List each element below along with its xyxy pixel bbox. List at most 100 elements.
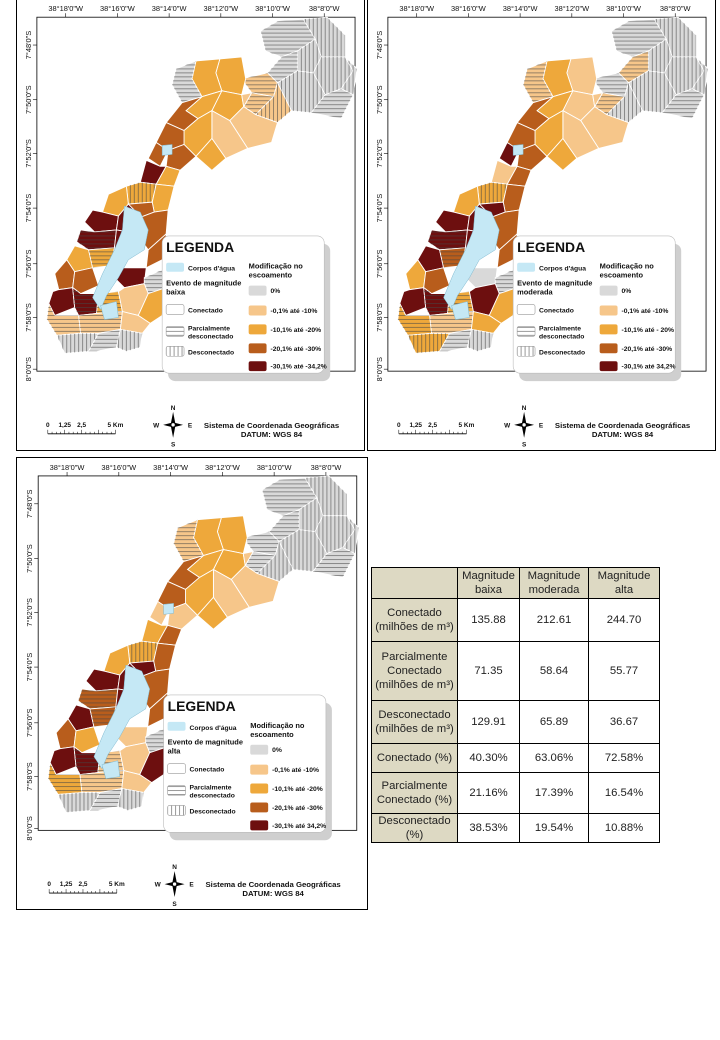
sub-basin	[494, 269, 518, 295]
water-body	[163, 603, 174, 615]
map-canvas: 38°18'0"W 38°16'0"W 38°14'0"W 38°12'0"W 38°1…	[375, 4, 709, 449]
sub-basin-hatch	[628, 70, 677, 113]
table-cell: 21.16%	[457, 772, 520, 814]
legend-class-swatch	[248, 324, 267, 335]
sub-basin	[423, 286, 451, 316]
water-body	[451, 301, 470, 320]
table-header-corner	[371, 567, 458, 599]
legend-class-label: -0,1% até -10%	[622, 308, 669, 315]
sub-basin	[195, 137, 227, 171]
water-body	[161, 144, 173, 156]
latitude-label: 7°48'0"S	[25, 489, 34, 518]
basin-map	[397, 16, 709, 354]
compass-s: S	[522, 442, 527, 449]
sub-basin	[196, 596, 228, 630]
table-cell: 19.54%	[519, 813, 589, 843]
table-cell: 10.88%	[588, 813, 660, 843]
row-label-conectado-percent: Conectado (%)	[371, 743, 458, 773]
table-cell: 16.54%	[588, 772, 660, 814]
datum-label: DATUM: WGS 84	[241, 430, 303, 439]
sub-basin	[125, 181, 157, 205]
legend: LEGENDA Corpos d'água Evento de magnitudem…	[512, 235, 682, 382]
scale-label: 0	[397, 422, 401, 429]
latitude-label: 7°52'0"S	[24, 139, 33, 168]
legend-class-label: -30,1% até -34,2%	[271, 364, 327, 371]
compass-s: S	[171, 442, 176, 449]
latitude-label: 7°58'0"S	[24, 303, 33, 332]
table-cell: 58.64	[519, 641, 589, 701]
legend-event-line2: baixa	[166, 288, 186, 297]
map-panel-moderate-magnitude: 38°18'0"W 38°16'0"W 38°14'0"W 38°12'0"W 38°1…	[367, 0, 716, 451]
legend-connected-swatch	[516, 304, 536, 315]
coordinate-system-label: Sistema de Coordenada Geográficas	[555, 421, 690, 430]
map-panel-low-magnitude: 38°18'0"W 38°16'0"W 38°14'0"W 38°12'0"W 38°1…	[16, 0, 365, 451]
legend-event-line1: Evento de magnitude	[166, 279, 241, 288]
sub-basin	[312, 547, 356, 578]
legend-modification-line1: Modificação no	[600, 262, 655, 271]
legend-class-swatch	[248, 343, 267, 354]
compass-n: N	[522, 405, 527, 412]
legend-class-swatch	[248, 361, 267, 372]
sub-basin	[522, 60, 554, 104]
sub-basin-hatch	[117, 788, 144, 811]
longitude-label: 38°18'0"W	[48, 4, 83, 13]
sub-basin	[260, 18, 316, 58]
sub-basin	[661, 88, 705, 120]
sub-basin-hatch	[56, 333, 99, 354]
sub-basin	[278, 529, 328, 572]
scale-label: 5 Km	[108, 422, 124, 429]
legend-class-swatch	[250, 802, 269, 813]
legend-modification-line2: escoamento	[249, 271, 293, 280]
table-header-row: Magnitude baixa Magnitude moderada Magni…	[371, 567, 660, 599]
latitude-label: 7°56'0"S	[375, 249, 384, 278]
legend-class-label: 0%	[272, 747, 282, 754]
legend-partial-swatch	[167, 785, 186, 796]
table-cell: 72.58%	[588, 743, 660, 773]
legend-class-label: -30,1% até 34,2%	[622, 364, 676, 371]
sub-basin	[165, 143, 197, 171]
scale-label: 5 Km	[459, 422, 475, 429]
compass-icon: N S E W	[155, 864, 195, 908]
sub-basin	[115, 328, 143, 352]
legend-box	[163, 694, 327, 833]
sub-basin-hatch	[342, 515, 359, 554]
water-body	[93, 664, 150, 770]
legend-box	[161, 235, 325, 374]
sub-basin-hatch	[262, 477, 317, 516]
water-body	[92, 205, 149, 311]
sub-basin-hatch	[46, 303, 81, 336]
sub-basin-hatch	[172, 60, 202, 103]
longitude-label: 38°12'0"W	[554, 4, 589, 13]
legend-class-label: -20,1% até -30%	[272, 805, 323, 812]
table-cell: 17.39%	[519, 772, 589, 814]
scale-label: 1,25	[409, 422, 422, 429]
coordinate-system-label: Sistema de Coordenada Geográficas	[204, 421, 339, 430]
sub-basin-hatch	[341, 56, 358, 95]
latitude-label: 7°52'0"S	[25, 598, 34, 627]
legend-modification-line1: Modificação no	[250, 721, 305, 730]
basin-map	[47, 475, 360, 813]
map-canvas: 38°18'0"W 38°16'0"W 38°14'0"W 38°12'0"W 38°1…	[24, 4, 358, 449]
sub-basin	[476, 181, 508, 205]
legend-class-label: -0,1% até -10%	[271, 308, 318, 315]
legend-partial-line2: desconectado	[190, 792, 235, 799]
sub-basin	[546, 137, 578, 171]
longitude-label: 38°16'0"W	[451, 4, 486, 13]
sub-basin-hatch	[312, 547, 355, 578]
sub-basin-hatch	[72, 287, 99, 316]
legend-partial-swatch	[516, 326, 536, 337]
sub-basin-hatch	[439, 329, 472, 352]
sub-basin-hatch	[303, 17, 346, 57]
table-header-magnitude-baixa: Magnitude baixa	[457, 567, 520, 599]
sub-basin-hatch	[48, 762, 82, 795]
sub-basin	[611, 18, 667, 58]
latitude-label: 7°52'0"S	[375, 139, 384, 168]
compass-e: E	[188, 422, 193, 429]
basin-map	[46, 16, 358, 354]
row-label-conectado-volume: Conectado (milhões de m³)	[371, 598, 458, 642]
sub-basin-hatch	[407, 333, 450, 354]
sub-basin-hatch	[127, 641, 158, 664]
longitude-label: 38°8'0"W	[660, 4, 691, 13]
table-header-magnitude-alta: Magnitude alta	[588, 567, 660, 599]
sub-basin-hatch	[76, 229, 117, 250]
